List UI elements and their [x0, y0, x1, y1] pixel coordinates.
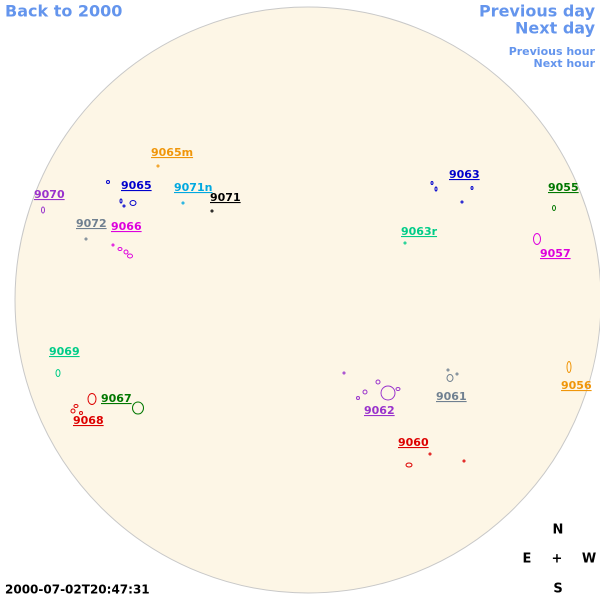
sunspot: [127, 253, 133, 259]
region-label[interactable]: 9071: [210, 191, 241, 204]
next-day-link[interactable]: Next day: [515, 19, 596, 38]
sunspot: [79, 411, 83, 415]
compass-north: N: [553, 523, 564, 538]
region-label[interactable]: 9062: [364, 404, 395, 417]
back-link[interactable]: Back to 2000: [5, 2, 122, 21]
region-label[interactable]: 9069: [49, 345, 80, 358]
sunspot: [123, 249, 129, 255]
sunspot: [566, 361, 572, 373]
sunspot: [375, 379, 381, 385]
sunspot: [552, 205, 556, 211]
sunspot: [132, 401, 144, 415]
sunspot: [342, 371, 346, 375]
solar-disk: [14, 6, 600, 594]
sunspot: [70, 408, 76, 414]
sunspot: [106, 180, 110, 184]
region-label[interactable]: 9063r: [401, 225, 438, 238]
sunspot: [87, 393, 97, 405]
region-label[interactable]: 9055: [548, 181, 579, 194]
sunspot: [533, 233, 541, 245]
sunspot: [455, 372, 459, 376]
sunspot: [156, 164, 160, 168]
region-label[interactable]: 9065: [121, 179, 152, 192]
sunspot: [41, 206, 45, 214]
compass-south: S: [553, 582, 562, 597]
compass-west: W: [582, 552, 596, 567]
region-label[interactable]: 9063: [449, 168, 480, 181]
sunspot: [403, 241, 407, 245]
sunspot: [210, 209, 214, 213]
sunspot: [117, 247, 123, 251]
sunspot: [84, 237, 88, 241]
sunspot: [434, 186, 438, 192]
sunspot: [395, 387, 401, 391]
sunspot: [405, 462, 413, 468]
sunspot: [111, 243, 115, 247]
sunspot: [446, 368, 450, 372]
sunspot: [55, 369, 61, 377]
sunspot: [181, 201, 185, 205]
compass-east: E: [523, 552, 532, 567]
sunspot: [462, 459, 466, 463]
sunspot: [446, 374, 454, 382]
timestamp: 2000-07-02T20:47:31: [5, 583, 150, 597]
region-label[interactable]: 9067: [101, 392, 132, 405]
compass-center: +: [552, 552, 563, 567]
sunspot: [428, 452, 432, 456]
sunspot: [356, 396, 360, 400]
region-label[interactable]: 9060: [398, 436, 429, 449]
sunspot: [470, 186, 474, 190]
region-label[interactable]: 9072: [76, 217, 107, 230]
sunspot: [129, 200, 137, 206]
previous-hour-link[interactable]: Previous hour: [509, 45, 596, 58]
sunspot: [119, 198, 123, 204]
region-label[interactable]: 9070: [34, 188, 65, 201]
next-hour-link[interactable]: Next hour: [534, 57, 596, 70]
previous-day-link[interactable]: Previous day: [479, 2, 596, 21]
region-label[interactable]: 9056: [561, 379, 592, 392]
sunspot: [122, 204, 126, 208]
region-label[interactable]: 9065m: [151, 146, 193, 159]
region-label[interactable]: 9071n: [174, 181, 212, 194]
sunspot: [430, 181, 434, 185]
sunspot: [362, 389, 368, 395]
region-label[interactable]: 9068: [73, 414, 104, 427]
sunspot: [460, 200, 464, 204]
region-label[interactable]: 9066: [111, 220, 142, 233]
region-label[interactable]: 9061: [436, 390, 467, 403]
region-label[interactable]: 9057: [540, 247, 571, 260]
sunspot: [380, 385, 396, 401]
sunspot: [73, 404, 79, 408]
